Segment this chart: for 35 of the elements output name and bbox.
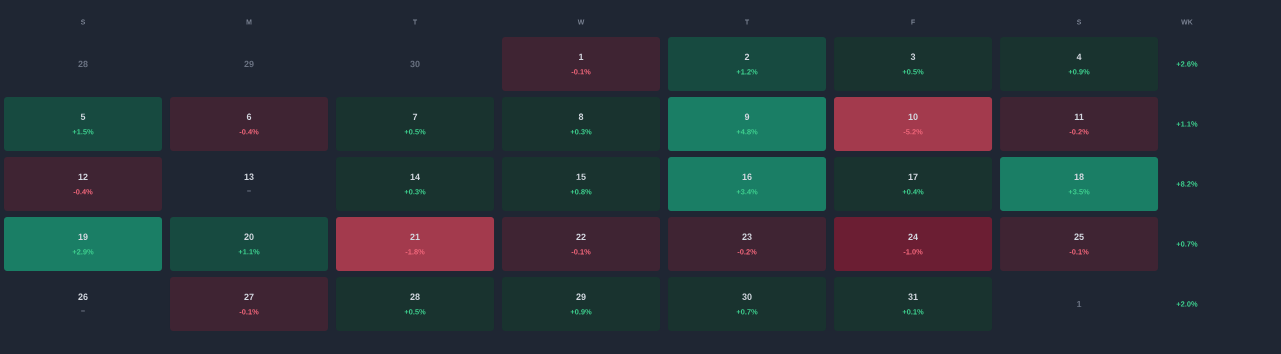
annotation: 19 bbox=[78, 233, 88, 240]
annotation: 29 bbox=[576, 293, 586, 300]
annotation: 28 bbox=[410, 293, 420, 300]
annotation: 22 bbox=[576, 233, 586, 240]
annotation: 16 bbox=[742, 173, 752, 180]
annotation: 27 bbox=[244, 293, 254, 300]
annotation: 21 bbox=[410, 233, 420, 240]
annotation: 23 bbox=[742, 233, 752, 240]
annotation: 1 bbox=[579, 53, 584, 60]
annotation: 7 bbox=[412, 113, 418, 120]
annotation: 20 bbox=[244, 233, 254, 240]
annotation: 30 bbox=[410, 60, 420, 68]
annotation: 12 bbox=[78, 173, 88, 180]
annotation: 4 bbox=[1076, 53, 1082, 60]
annotation: 28 bbox=[78, 60, 88, 68]
annotation: 9 bbox=[744, 113, 750, 120]
annotation: 1 bbox=[1077, 300, 1082, 308]
annotation: 3 bbox=[910, 53, 916, 60]
annotation: 24 bbox=[908, 233, 918, 240]
annotation: 13 bbox=[244, 173, 254, 180]
annotation: 5 bbox=[80, 113, 86, 120]
annotation: 29 bbox=[244, 60, 254, 68]
annotation: 6 bbox=[246, 113, 252, 120]
annotation: 2 bbox=[744, 53, 750, 60]
annotation: 25 bbox=[1074, 233, 1084, 240]
annotation: 8 bbox=[578, 113, 584, 120]
annotation: 14 bbox=[410, 173, 420, 180]
annotation: 10 bbox=[908, 113, 918, 120]
annotation: 26 bbox=[78, 293, 88, 300]
annotation: 31 bbox=[908, 293, 918, 300]
annotation: 11 bbox=[1074, 113, 1084, 120]
annotation: 30 bbox=[742, 293, 752, 300]
annotation: 18 bbox=[1074, 173, 1084, 180]
annotation: 17 bbox=[908, 173, 918, 180]
annotation: 15 bbox=[576, 173, 586, 180]
